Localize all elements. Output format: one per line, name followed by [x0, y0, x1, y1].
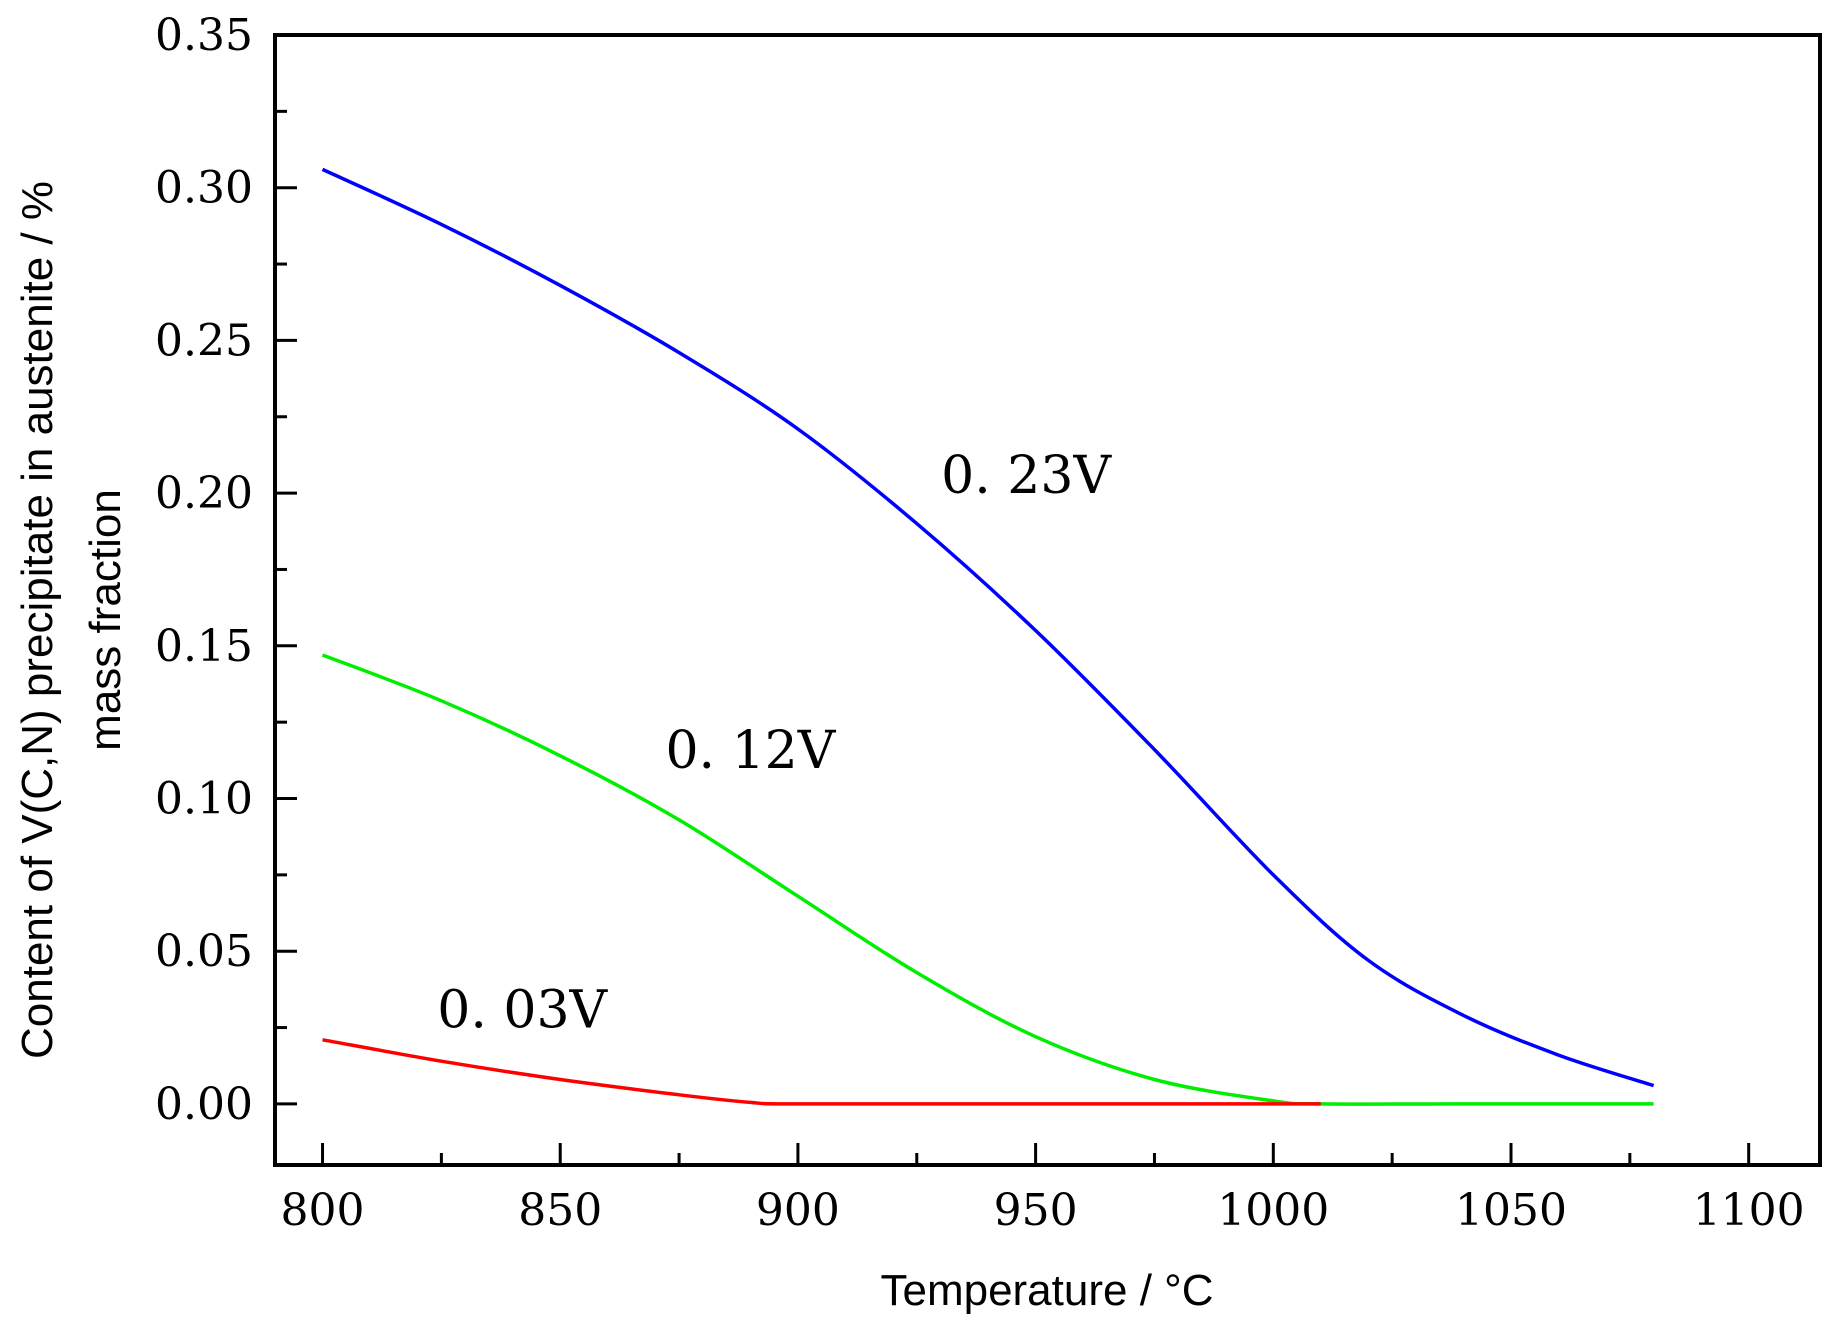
x-tick-label: 1050 — [1455, 1185, 1567, 1236]
y-tick-label: 0.35 — [155, 10, 253, 61]
series-labels: 0. 23V 0. 12V 0. 03V — [437, 446, 1112, 1040]
y-tick-label: 0.15 — [155, 621, 253, 672]
series-label-0.03V: 0. 03V — [437, 981, 608, 1041]
series-line-0.23V — [321, 167, 1655, 1088]
x-tick-label: 850 — [518, 1185, 602, 1236]
plot-frame — [273, 33, 1822, 1167]
series-layer — [321, 167, 1655, 1106]
y-axis: 0.00 0.05 0.10 0.15 0.20 0.25 0.30 0.35 — [155, 10, 297, 1130]
x-axis: 800 850 900 950 1000 1050 1100 — [281, 1143, 1805, 1236]
x-tick-label: 1000 — [1217, 1185, 1329, 1236]
series-line-0.12V — [321, 653, 1654, 1106]
series-line-0.03V — [322, 1038, 1321, 1106]
y-tick-label: 0.25 — [155, 315, 253, 366]
x-tick-label: 800 — [281, 1185, 365, 1236]
y-tick-label: 0.20 — [155, 468, 253, 519]
x-axis-title: Temperature / °C — [880, 1266, 1213, 1315]
y-tick-label: 0.00 — [155, 1079, 253, 1130]
y-axis-title-line-1: Content of V(C,N) precipitate in austeni… — [13, 181, 62, 1059]
y-tick-label: 0.30 — [155, 163, 253, 214]
x-tick-label: 900 — [756, 1185, 840, 1236]
x-tick-label: 1100 — [1693, 1185, 1805, 1236]
x-tick-label: 950 — [994, 1185, 1078, 1236]
y-tick-label: 0.05 — [155, 926, 253, 977]
y-tick-label: 0.10 — [155, 774, 253, 825]
series-label-0.12V: 0. 12V — [665, 721, 836, 781]
y-axis-title-line-2: mass fraction — [81, 489, 130, 751]
series-label-0.23V: 0. 23V — [941, 446, 1112, 506]
